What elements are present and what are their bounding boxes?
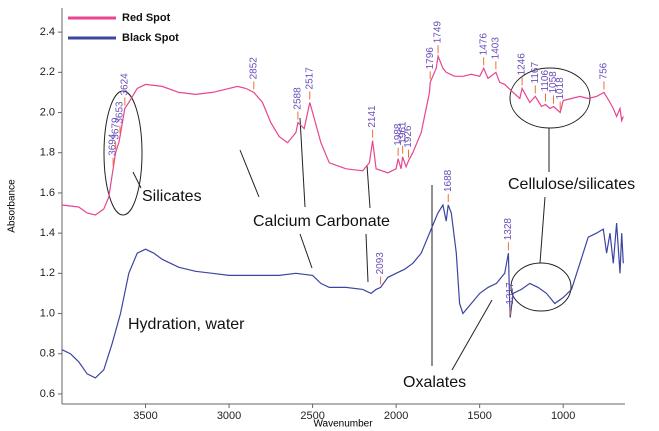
annotation: Hydration, water (128, 316, 245, 333)
y-tick-label: 0.8 (40, 348, 55, 360)
ellipse (510, 262, 572, 312)
annotation: Silicates (142, 188, 202, 205)
peak-label: 1988 (393, 123, 404, 146)
spectrum-line (61, 53, 624, 216)
annotation: Oxalates (403, 374, 466, 391)
callouts (103, 67, 591, 371)
leader (299, 117, 306, 208)
y-tick-label: 0.6 (40, 388, 55, 400)
x-tick-label: 2500 (300, 410, 324, 422)
peak-label: 1018 (555, 77, 566, 100)
legend-label: Red Spot (122, 12, 171, 24)
peak-label: 1403 (491, 37, 502, 60)
spectrum-line (61, 203, 624, 379)
y-tick-label: 2.2 (40, 66, 55, 78)
peak-label: 2852 (248, 57, 259, 80)
peak-label: 3694 (108, 133, 119, 156)
x-tick-label: 3500 (133, 410, 157, 422)
annotation: Calcium Carbonate (253, 213, 390, 230)
leader (365, 233, 369, 283)
peak-label: 1796 (425, 47, 436, 70)
peak-label: 1317 (505, 282, 516, 305)
peak-label: 2517 (304, 67, 315, 90)
peak-label: 1961 (397, 121, 408, 144)
leader (366, 164, 371, 209)
peak-label: 2093 (375, 252, 386, 275)
x-tick-label: 1000 (551, 410, 575, 422)
x-tick-label: 3000 (217, 410, 241, 422)
legend-label: Black Spot (122, 32, 179, 44)
y-tick-label: 2.0 (40, 106, 55, 118)
peak-label: 1106 (540, 70, 551, 92)
leader (451, 299, 493, 371)
peak-label: 1688 (443, 169, 454, 192)
x-tick-label: 1500 (467, 410, 491, 422)
y-tick-label: 1.4 (40, 227, 55, 239)
peak-label: 1476 (478, 33, 489, 56)
y-tick-label: 2.4 (40, 26, 55, 38)
peak-label: 1926 (403, 125, 414, 148)
peak-label: 756 (599, 62, 610, 79)
peak-label: 3624 (119, 73, 130, 96)
ellipse (103, 90, 143, 216)
peak-label: 2141 (367, 105, 378, 128)
leader (539, 196, 546, 264)
x-tick-label: 2000 (384, 410, 408, 422)
y-tick-label: 1.0 (40, 307, 55, 319)
peak-label: 2588 (293, 87, 304, 110)
y-tick-label: 1.8 (40, 147, 55, 159)
peak-label: 1058 (548, 71, 559, 94)
peak-label: 1167 (530, 62, 541, 84)
annotation: Cellulose/silicates (508, 176, 635, 193)
x-axis-label: Wavenumber (313, 419, 373, 430)
y-tick-label: 1.2 (40, 267, 55, 279)
leader (239, 149, 260, 198)
leader (132, 171, 142, 189)
y-tick-label: 1.6 (40, 187, 55, 199)
y-axis-label: Absorbance (7, 179, 18, 233)
leader (299, 233, 313, 269)
peak-label: 3653 (115, 101, 126, 124)
peak-label: 1749 (433, 21, 444, 44)
peak-label: 1246 (517, 53, 528, 76)
peak-label: 1328 (503, 218, 514, 241)
peak-label: 3679 (110, 117, 121, 140)
